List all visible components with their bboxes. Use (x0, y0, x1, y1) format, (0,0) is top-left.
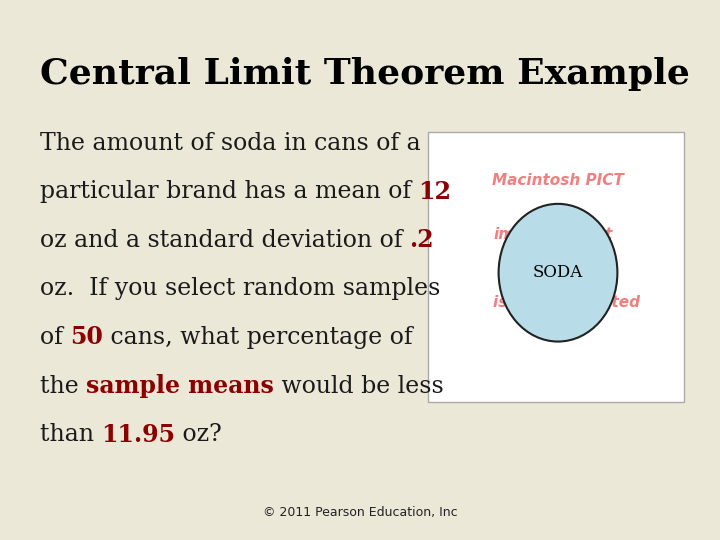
Text: cans, what percentage of: cans, what percentage of (103, 326, 413, 349)
Text: sample means: sample means (86, 374, 274, 398)
Text: t: t (605, 227, 612, 242)
Text: of: of (40, 326, 70, 349)
Text: 50: 50 (70, 326, 103, 349)
Text: oz?: oz? (175, 423, 222, 446)
FancyBboxPatch shape (428, 132, 684, 402)
Text: Macintosh PICT: Macintosh PICT (492, 173, 624, 188)
Text: oz.  If you select random samples: oz. If you select random samples (40, 278, 440, 300)
Text: ima: ima (493, 227, 525, 242)
Text: © 2011 Pearson Education, Inc: © 2011 Pearson Education, Inc (263, 507, 457, 519)
Text: particular brand has a mean of: particular brand has a mean of (40, 180, 418, 203)
Ellipse shape (498, 204, 618, 341)
Text: Central Limit Theorem Example: Central Limit Theorem Example (40, 57, 690, 91)
Text: The amount of soda in cans of a: The amount of soda in cans of a (40, 132, 420, 154)
Text: would be less: would be less (274, 375, 444, 397)
Text: 12: 12 (418, 180, 451, 204)
Text: SODA: SODA (533, 264, 583, 281)
Text: than: than (40, 423, 101, 446)
Text: is not: is not (493, 295, 541, 310)
Text: .2: .2 (410, 228, 434, 252)
Text: rted: rted (605, 295, 641, 310)
Text: the: the (40, 375, 86, 397)
Text: 11.95: 11.95 (101, 423, 175, 447)
Text: oz and a standard deviation of: oz and a standard deviation of (40, 229, 410, 252)
